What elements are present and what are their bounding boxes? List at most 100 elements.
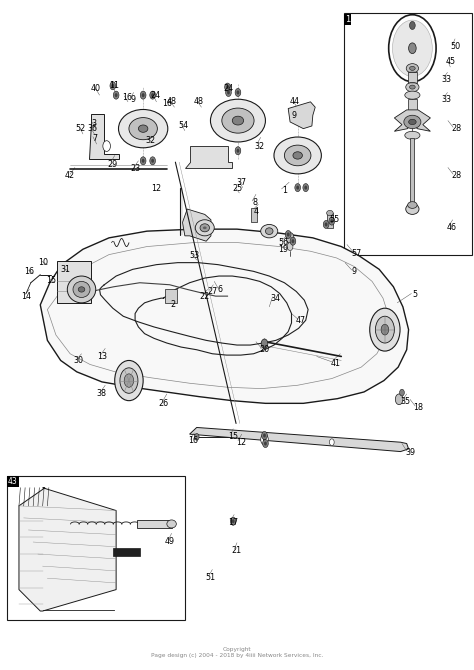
Circle shape <box>103 141 110 151</box>
Circle shape <box>226 88 231 96</box>
Text: 52: 52 <box>75 124 86 133</box>
Text: 17: 17 <box>228 518 238 527</box>
Ellipse shape <box>138 125 148 132</box>
Text: 49: 49 <box>164 537 175 546</box>
Text: 33: 33 <box>441 94 452 104</box>
Text: 54: 54 <box>179 121 189 131</box>
Ellipse shape <box>327 210 333 216</box>
Ellipse shape <box>265 228 273 234</box>
Circle shape <box>115 93 118 97</box>
Polygon shape <box>19 488 116 611</box>
Circle shape <box>304 186 307 190</box>
Text: 30: 30 <box>73 356 83 365</box>
Circle shape <box>151 159 154 163</box>
Circle shape <box>150 157 155 165</box>
Bar <box>410 138 414 205</box>
Ellipse shape <box>284 145 311 165</box>
Circle shape <box>142 159 145 163</box>
Circle shape <box>120 368 138 393</box>
Text: 46: 46 <box>446 223 456 232</box>
Text: 29: 29 <box>108 159 118 169</box>
Polygon shape <box>182 209 211 241</box>
Text: 25: 25 <box>233 184 243 194</box>
Text: 36: 36 <box>87 124 98 133</box>
Text: 26: 26 <box>158 399 169 408</box>
Text: 15: 15 <box>46 275 56 285</box>
Text: 12: 12 <box>151 184 162 194</box>
Text: 31: 31 <box>60 265 71 274</box>
Text: 41: 41 <box>330 358 341 368</box>
Ellipse shape <box>410 85 415 89</box>
Circle shape <box>110 82 116 90</box>
Polygon shape <box>394 110 430 131</box>
Bar <box>165 289 177 303</box>
Text: 19: 19 <box>278 245 289 254</box>
Text: 1: 1 <box>345 15 350 23</box>
Circle shape <box>142 93 145 97</box>
Circle shape <box>330 219 333 223</box>
Circle shape <box>263 433 266 438</box>
Text: 9: 9 <box>292 111 296 120</box>
Text: 55: 55 <box>329 215 339 224</box>
Text: 5: 5 <box>412 290 417 299</box>
Bar <box>251 208 257 222</box>
Text: 42: 42 <box>65 171 75 180</box>
Circle shape <box>370 308 400 351</box>
Circle shape <box>113 91 119 99</box>
Circle shape <box>375 316 394 343</box>
Text: 16: 16 <box>24 267 35 276</box>
Circle shape <box>235 88 241 96</box>
Circle shape <box>237 149 239 153</box>
Text: 44: 44 <box>290 97 300 107</box>
Circle shape <box>263 438 266 442</box>
Ellipse shape <box>409 43 416 54</box>
Text: 43: 43 <box>8 477 18 486</box>
Ellipse shape <box>406 82 419 92</box>
Text: 39: 39 <box>405 448 415 457</box>
Ellipse shape <box>118 109 168 148</box>
Text: 32: 32 <box>146 136 156 145</box>
Text: 22: 22 <box>200 291 210 301</box>
Circle shape <box>235 147 241 155</box>
Ellipse shape <box>210 99 265 142</box>
Ellipse shape <box>167 520 176 528</box>
Circle shape <box>232 519 235 523</box>
Bar <box>57 261 91 303</box>
Ellipse shape <box>195 220 214 236</box>
Ellipse shape <box>293 152 302 159</box>
Polygon shape <box>185 146 232 168</box>
Circle shape <box>400 389 404 396</box>
Text: 57: 57 <box>351 249 362 258</box>
Text: 15: 15 <box>228 432 238 442</box>
Circle shape <box>323 220 329 228</box>
Text: 10: 10 <box>37 258 48 267</box>
Circle shape <box>292 239 294 243</box>
Ellipse shape <box>261 224 278 238</box>
Text: 6: 6 <box>218 285 223 294</box>
Ellipse shape <box>405 131 420 139</box>
Circle shape <box>285 230 291 239</box>
Text: 14: 14 <box>21 291 31 301</box>
Text: 18: 18 <box>413 403 423 412</box>
Text: 16: 16 <box>188 436 199 446</box>
Text: 27: 27 <box>207 287 218 296</box>
Text: 32: 32 <box>255 141 265 151</box>
Circle shape <box>286 232 294 243</box>
Circle shape <box>225 83 230 91</box>
Circle shape <box>329 439 334 446</box>
Circle shape <box>287 232 290 237</box>
Bar <box>113 548 140 556</box>
Text: 48: 48 <box>166 97 177 107</box>
Text: 11: 11 <box>109 81 119 90</box>
Text: 4: 4 <box>254 206 258 216</box>
Bar <box>408 72 417 83</box>
Text: 45: 45 <box>445 57 456 66</box>
Ellipse shape <box>129 118 157 139</box>
Bar <box>408 99 417 110</box>
Ellipse shape <box>404 115 421 129</box>
Circle shape <box>227 90 230 94</box>
Bar <box>327 213 333 228</box>
Text: 48: 48 <box>193 97 203 107</box>
Text: 40: 40 <box>91 84 101 93</box>
Polygon shape <box>190 427 409 452</box>
